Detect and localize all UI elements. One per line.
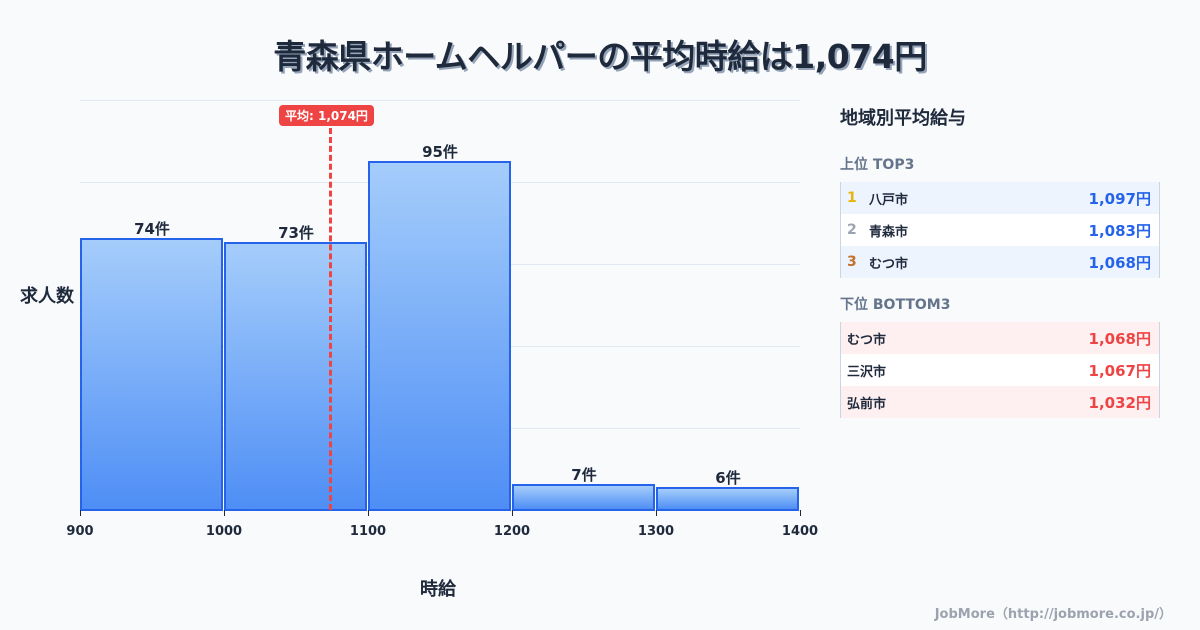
bar-900-1000 [80, 238, 223, 511]
average-line [329, 128, 332, 510]
salary-value: 1,083円 [1088, 221, 1151, 240]
salary-value: 1,097円 [1088, 189, 1151, 208]
gridline [80, 100, 800, 101]
city-name: 八戸市 [869, 192, 909, 208]
x-tick [512, 510, 513, 516]
salary-value: 1,068円 [1088, 329, 1151, 348]
x-tick-label: 1100 [349, 524, 387, 539]
x-tick-label: 1200 [493, 524, 531, 539]
x-tick [80, 510, 81, 516]
x-tick-label: 1300 [637, 524, 675, 539]
regional-salary-panel: 地域別平均給与 上位 TOP3 1 八戸市 1,097円 2 青森市 1,083… [840, 100, 1162, 418]
bar-value-label: 7件 [571, 466, 597, 484]
ranking-row: 1 八戸市 1,097円 [841, 182, 1159, 214]
rank-number: 1 [847, 190, 857, 206]
x-tick [800, 510, 801, 516]
footer-credit: JobMore（http://jobmore.co.jp/） [934, 607, 1172, 622]
city-name: むつ市 [869, 256, 909, 272]
x-axis-label: 時給 [420, 579, 456, 600]
bar-value-label: 73件 [278, 224, 314, 242]
bar-value-label: 95件 [422, 143, 458, 161]
panel-title: 地域別平均給与 [840, 108, 966, 129]
bottom-ranking-table: むつ市 1,068円 三沢市 1,067円 弘前市 1,032円 [840, 322, 1160, 418]
ranking-row: 3 むつ市 1,068円 [841, 246, 1159, 278]
rank-number: 3 [847, 254, 857, 270]
x-tick [656, 510, 657, 516]
rank-number: 2 [847, 222, 857, 238]
top-ranking-table: 1 八戸市 1,097円 2 青森市 1,083円 3 むつ市 1,068円 [840, 182, 1160, 278]
bottom-section-title: 下位 BOTTOM3 [840, 297, 951, 313]
city-name: 三沢市 [847, 364, 887, 380]
bar-1200-1300 [512, 484, 655, 511]
y-axis-label: 求人数 [20, 286, 74, 307]
ranking-row: 2 青森市 1,083円 [841, 214, 1159, 246]
salary-value: 1,032円 [1088, 393, 1151, 412]
city-name: むつ市 [847, 332, 887, 348]
ranking-row: 弘前市 1,032円 [841, 386, 1159, 418]
salary-value: 1,068円 [1088, 253, 1151, 272]
city-name: 青森市 [869, 224, 909, 240]
average-badge: 平均: 1,074円 [279, 105, 374, 126]
x-tick [224, 510, 225, 516]
bar-1000-1100 [224, 242, 367, 511]
city-name: 弘前市 [847, 396, 887, 412]
x-tick-label: 1000 [205, 524, 243, 539]
x-tick-label: 900 [66, 524, 94, 539]
histogram-chart: 74件 73件 95件 7件 6件 平均: 1,074円 900 1000 11… [20, 100, 818, 600]
bar-1300-1400 [656, 487, 799, 511]
x-tick-label: 1400 [781, 524, 819, 539]
bar-value-label: 6件 [715, 469, 741, 487]
ranking-row: むつ市 1,068円 [841, 322, 1159, 354]
page-title: 青森県ホームヘルパーの平均時給は1,074円 [273, 37, 927, 76]
ranking-row: 三沢市 1,067円 [841, 354, 1159, 386]
salary-value: 1,067円 [1088, 361, 1151, 380]
x-tick [368, 510, 369, 516]
top-section-title: 上位 TOP3 [840, 157, 915, 173]
bar-value-label: 74件 [134, 220, 170, 238]
bar-1100-1200 [368, 161, 511, 511]
